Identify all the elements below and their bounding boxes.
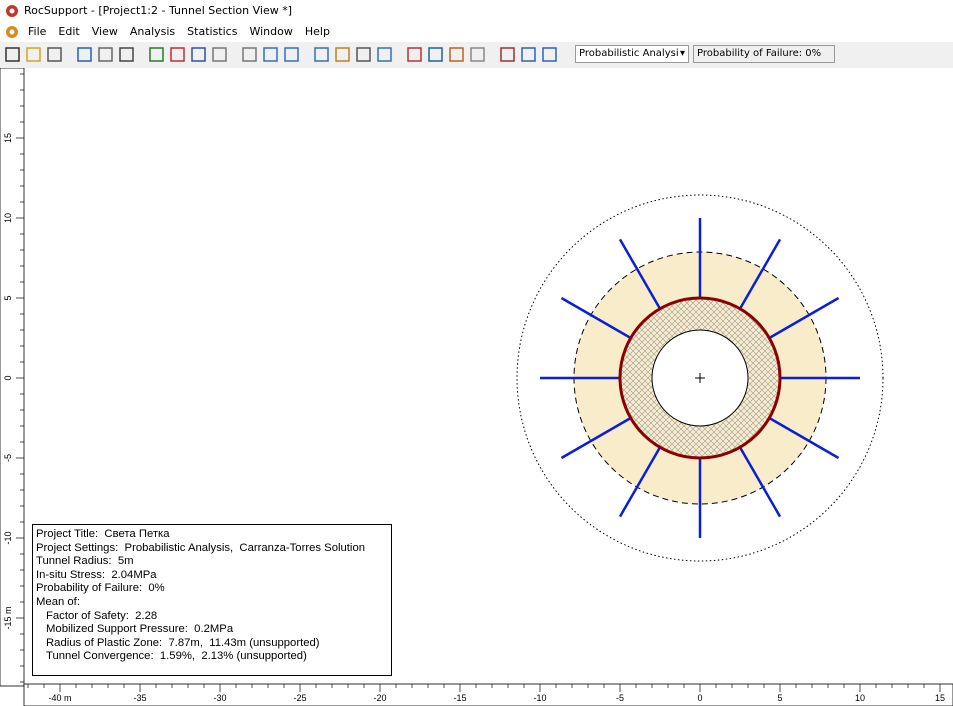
- dropdown-text: Probabilistic Analysi: [579, 48, 679, 59]
- x-ruler-label: 5: [777, 693, 782, 703]
- unsupported-plastic-zone: [516, 194, 884, 562]
- left-ruler: [0, 68, 25, 687]
- rock-bolt: [618, 446, 662, 518]
- toolbar-button[interactable]: [119, 47, 134, 62]
- toolbar-button[interactable]: [26, 47, 41, 62]
- toolbar-button[interactable]: [149, 47, 164, 62]
- x-ruler-label: 0: [697, 693, 702, 703]
- toolbar-button[interactable]: [377, 47, 392, 62]
- y-ruler-label: -15 m: [3, 606, 13, 629]
- info-box: Project Title: Света Петка Project Settin…: [32, 524, 392, 676]
- menu-item[interactable]: Help: [304, 25, 330, 38]
- rock-bolt: [560, 296, 632, 340]
- toolbar-button[interactable]: [47, 47, 62, 62]
- toolbar-button[interactable]: [335, 47, 350, 62]
- menu-bar: File Edit View Analysis Statistics Window Help: [0, 22, 953, 42]
- toolbar-button[interactable]: [449, 47, 464, 62]
- info-line: Project Settings: Probabilistic Analysis…: [36, 541, 366, 554]
- toolbar-button[interactable]: [521, 47, 536, 62]
- info-line: Radius of Plastic Zone: 7.87m, 11.43m (u…: [46, 636, 320, 649]
- y-ruler-label: -5: [3, 454, 13, 462]
- x-ruler-label: -35: [133, 693, 146, 703]
- info-line: Tunnel Radius: 5m: [36, 555, 134, 568]
- rock-bolt: [768, 416, 840, 460]
- toolbar-button[interactable]: [212, 47, 227, 62]
- menu-item[interactable]: Analysis: [129, 25, 176, 38]
- y-ruler-label: 5: [3, 295, 13, 300]
- x-ruler-label: -15: [453, 693, 466, 703]
- x-ruler-label: -10: [533, 693, 546, 703]
- bottom-ruler: [23, 683, 953, 706]
- menu-item[interactable]: Edit: [58, 25, 80, 38]
- toolbar-icons: [5, 47, 557, 62]
- info-line: Factor of Safety: 2.28: [46, 609, 158, 622]
- x-ruler-label: -40 m: [48, 693, 71, 703]
- title-bar: RocSupport - [Project1:2 - Tunnel Sectio…: [0, 0, 953, 22]
- x-ruler-label: 15: [935, 693, 945, 703]
- menu-item[interactable]: View: [91, 25, 118, 38]
- y-ruler-label: 15: [3, 133, 13, 143]
- y-ruler-label: 0: [3, 375, 13, 380]
- status-text: Probability of Failure: 0%: [697, 48, 822, 59]
- toolbar-button[interactable]: [77, 47, 92, 62]
- toolbar-button[interactable]: [284, 47, 299, 62]
- info-line: Project Title: Света Петка: [36, 528, 170, 540]
- toolbar-button[interactable]: [542, 47, 557, 62]
- toolbar-button[interactable]: [314, 47, 329, 62]
- info-line: Mobilized Support Pressure: 0.2MPa: [46, 623, 234, 636]
- analysis-dropdown[interactable]: Probabilistic Analysi ▾: [575, 45, 689, 63]
- toolbar-button[interactable]: [191, 47, 206, 62]
- rock-bolt: [738, 238, 782, 310]
- toolbar-button[interactable]: [242, 47, 257, 62]
- app-icon: [6, 5, 18, 17]
- y-ruler-label: -10: [3, 531, 13, 544]
- toolbar-button[interactable]: [500, 47, 515, 62]
- toolbar-button[interactable]: [5, 47, 20, 62]
- rock-bolt: [618, 238, 662, 310]
- toolbar-button[interactable]: [356, 47, 371, 62]
- toolbar-button[interactable]: [407, 47, 422, 62]
- x-ruler-label: -20: [373, 693, 386, 703]
- info-line: In-situ Stress: 2.04MPa: [36, 568, 157, 581]
- info-line: Tunnel Convergence: 1.59%, 2.13% (unsupp…: [46, 650, 307, 663]
- toolbar-button[interactable]: [470, 47, 485, 62]
- x-ruler-label: 10: [855, 693, 865, 703]
- rock-bolt: [768, 296, 840, 340]
- y-ruler-label: 10: [3, 213, 13, 223]
- menu-item[interactable]: Window: [249, 25, 293, 38]
- status-box: Probability of Failure: 0%: [693, 45, 835, 63]
- window-title: RocSupport - [Project1:2 - Tunnel Sectio…: [24, 4, 293, 17]
- center-mark: [695, 373, 705, 383]
- info-line: Probability of Failure: 0%: [36, 582, 165, 595]
- toolbar-button[interactable]: [98, 47, 113, 62]
- info-line: Mean of:: [36, 595, 80, 608]
- toolbar: Probabilistic Analysi ▾ Probability of Fa…: [0, 42, 953, 69]
- toolbar-button[interactable]: [428, 47, 443, 62]
- rock-bolt: [738, 446, 782, 518]
- toolbar-button[interactable]: [263, 47, 278, 62]
- x-ruler-label: -5: [616, 693, 624, 703]
- menu-item[interactable]: Statistics: [187, 25, 238, 38]
- menu-item[interactable]: File: [28, 25, 47, 38]
- menu-icon: [6, 26, 18, 38]
- rock-bolt: [560, 416, 632, 460]
- x-ruler-label: -30: [213, 693, 226, 703]
- tunnel-boundary: [618, 296, 782, 460]
- x-ruler-label: -25: [293, 693, 306, 703]
- toolbar-button[interactable]: [170, 47, 185, 62]
